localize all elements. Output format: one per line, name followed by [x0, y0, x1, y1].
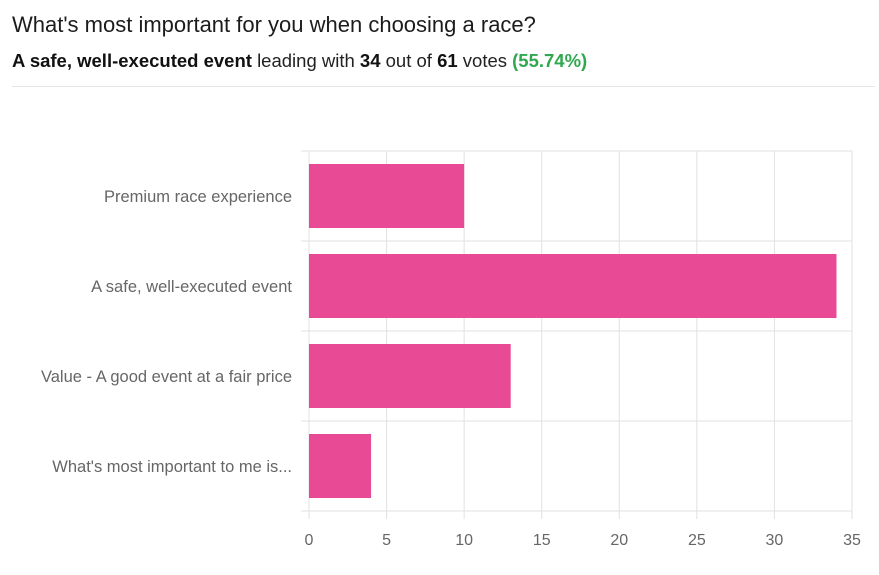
x-tick-label: 20 — [610, 532, 628, 549]
bar — [309, 344, 511, 408]
x-tick-label: 5 — [382, 532, 391, 549]
x-tick-label: 10 — [455, 532, 473, 549]
x-tick-label: 15 — [533, 532, 551, 549]
total-votes: 61 — [437, 50, 458, 71]
x-tick-label: 0 — [305, 532, 314, 549]
x-tick-label: 25 — [688, 532, 706, 549]
bar — [309, 434, 372, 498]
category-label: Premium race experience — [104, 188, 292, 206]
bar — [309, 164, 465, 228]
leader-option: A safe, well-executed event — [12, 50, 252, 71]
x-tick-label: 35 — [843, 532, 861, 549]
x-tick-label: 30 — [766, 532, 784, 549]
category-label: A safe, well-executed event — [91, 278, 292, 296]
header-divider — [12, 86, 875, 87]
poll-question: What's most important for you when choos… — [12, 12, 536, 37]
bar — [309, 254, 837, 318]
out-of-text: out of — [385, 50, 432, 71]
chart-bars — [309, 164, 837, 498]
chart-grid — [301, 150, 853, 519]
poll-summary: A safe, well-executed event leading with… — [12, 50, 587, 72]
votes-word: votes — [462, 50, 507, 71]
chart-category-labels: Premium race experience A safe, well-exec… — [41, 188, 292, 476]
leader-votes: 34 — [359, 50, 381, 71]
chart-tick-labels: 0 5 10 15 20 25 30 35 — [305, 532, 861, 549]
category-label: What's most important to me is... — [52, 458, 292, 476]
leading-with-text: leading with — [257, 50, 355, 71]
leader-percent: (55.74%) — [512, 50, 588, 71]
category-label: Value - A good event at a fair price — [41, 368, 292, 386]
